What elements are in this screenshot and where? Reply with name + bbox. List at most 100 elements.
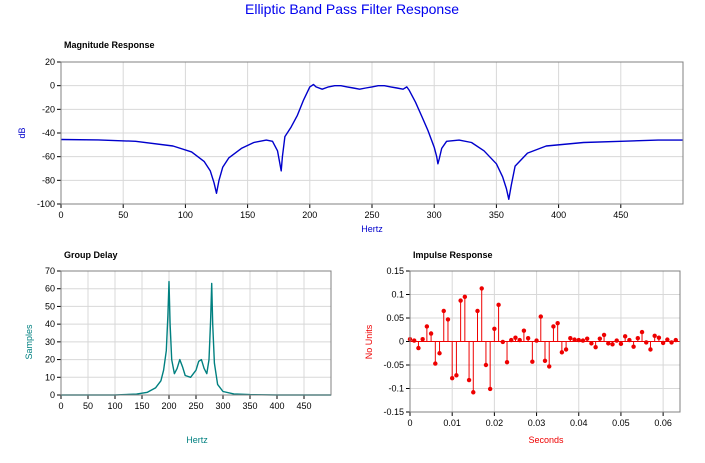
group-delay-title: Group Delay xyxy=(64,250,118,260)
impulse-xtick-label-3: 0.03 xyxy=(528,418,546,428)
impulse-xtick-label-4: 0.04 xyxy=(570,418,588,428)
magnitude-series-line xyxy=(60,83,683,200)
impulse-marker-15 xyxy=(471,390,476,395)
impulse-marker-23 xyxy=(504,359,510,365)
group-delay-panel: Group Delay Hertz Samples 0 50 100 150 200 25… xyxy=(24,250,332,445)
magnitude-response-panel: Magnitude Response Hertz dB 0 50 100 150 200… xyxy=(17,40,684,234)
impulse-marker-33 xyxy=(547,364,552,369)
impulse-marker-6 xyxy=(433,361,438,366)
impulse-marker-40 xyxy=(576,337,581,343)
impulse-marker-32 xyxy=(542,358,548,363)
group_delay-xtick-label-2: 100 xyxy=(107,401,122,411)
impulse-xtick-label-1: 0.01 xyxy=(443,418,461,428)
impulse-marker-46 xyxy=(601,332,607,338)
impulse-marker-21 xyxy=(496,302,501,308)
group_delay-xtick-label-3: 150 xyxy=(134,401,149,411)
group_delay-xtick-label-0: 0 xyxy=(58,401,63,411)
impulse-marker-61 xyxy=(665,337,670,342)
magnitude-ylabel: dB xyxy=(17,127,27,138)
impulse-marker-27 xyxy=(521,328,527,333)
impulse-marker-62 xyxy=(669,340,674,345)
impulse-title: Impulse Response xyxy=(413,250,493,260)
magnitude-xtick-label-5: 250 xyxy=(364,210,379,220)
impulse-marker-49 xyxy=(614,338,619,343)
magnitude-ytick-label-1: 0 xyxy=(50,81,55,91)
magnitude-ytick-label-6: -100 xyxy=(37,199,55,209)
impulse-marker-11 xyxy=(454,373,459,378)
impulse-ylabel: No Units xyxy=(364,324,374,359)
group_delay-ytick-label-5: 20 xyxy=(45,355,55,365)
impulse-marker-36 xyxy=(559,350,565,355)
impulse-xtick-label-5: 0.05 xyxy=(612,418,630,428)
group_delay-series-line xyxy=(61,280,331,396)
impulse-xtick-label-6: 0.06 xyxy=(654,418,672,428)
magnitude-frame xyxy=(60,61,684,205)
impulse-marker-25 xyxy=(513,335,518,340)
impulse-marker-60 xyxy=(660,340,666,346)
magnitude-xtick-label-2: 100 xyxy=(178,210,193,220)
group-delay-ylabel: Samples xyxy=(24,324,34,360)
group_delay-ytick-label-3: 40 xyxy=(45,319,55,329)
impulse-marker-50 xyxy=(618,341,624,347)
impulse-marker-54 xyxy=(635,336,641,341)
magnitude-ytick-label-5: -80 xyxy=(42,175,55,185)
impulse-marker-52 xyxy=(627,337,632,343)
impulse-marker-35 xyxy=(555,320,560,326)
impulse-marker-26 xyxy=(517,337,522,343)
impulse-xtick-label-0: 0 xyxy=(407,418,412,428)
magnitude-xtick-label-7: 350 xyxy=(489,210,504,220)
impulse-marker-56 xyxy=(644,340,649,345)
impulse-marker-29 xyxy=(530,359,535,364)
magnitude-xtick-label-4: 200 xyxy=(302,210,317,220)
impulse-marker-17 xyxy=(479,286,484,291)
impulse-marker-19 xyxy=(487,386,493,392)
impulse-marker-9 xyxy=(445,317,451,322)
magnitude-title: Magnitude Response xyxy=(64,40,155,50)
impulse-marker-41 xyxy=(580,338,586,343)
impulse-marker-47 xyxy=(606,341,611,346)
magnitude-xlabel: Hertz xyxy=(361,224,383,234)
impulse-marker-59 xyxy=(656,335,662,340)
impulse-marker-7 xyxy=(437,351,442,356)
magnitude-ytick-label-3: -40 xyxy=(42,128,55,138)
impulse-xlabel: Seconds xyxy=(528,435,564,445)
impulse-ytick-label-3: 0 xyxy=(399,337,404,347)
impulse-ytick-label-4: -0.05 xyxy=(383,360,404,370)
impulse-marker-3 xyxy=(420,336,425,342)
group_delay-ytick-label-1: 60 xyxy=(45,284,55,294)
group_delay-ytick-label-7: 0 xyxy=(50,390,55,400)
impulse-ytick-label-0: 0.15 xyxy=(386,266,404,276)
impulse-marker-24 xyxy=(509,337,514,343)
impulse-marker-5 xyxy=(428,331,434,336)
impulse-marker-58 xyxy=(652,333,657,339)
group_delay-frame xyxy=(60,270,332,396)
impulse-marker-10 xyxy=(449,375,455,381)
impulse-marker-22 xyxy=(500,339,506,345)
magnitude-xtick-label-9: 450 xyxy=(613,210,628,220)
impulse-marker-16 xyxy=(475,308,480,314)
impulse-marker-20 xyxy=(492,326,497,332)
impulse-marker-37 xyxy=(563,347,569,352)
impulse-marker-2 xyxy=(416,345,421,351)
impulse-marker-30 xyxy=(534,338,539,343)
magnitude-xtick-label-3: 150 xyxy=(240,210,255,220)
group_delay-xtick-label-9: 450 xyxy=(296,401,311,411)
impulse-marker-44 xyxy=(593,344,598,350)
impulse-ytick-label-5: -0.1 xyxy=(388,384,404,394)
magnitude-xtick-label-6: 300 xyxy=(427,210,442,220)
group_delay-ytick-label-4: 30 xyxy=(45,337,55,347)
impulse-marker-39 xyxy=(572,337,577,342)
group_delay-xtick-label-4: 200 xyxy=(161,401,176,411)
impulse-marker-42 xyxy=(584,336,590,341)
magnitude-ytick-label-0: 20 xyxy=(45,57,55,67)
impulse-marker-4 xyxy=(424,324,430,329)
group-delay-xlabel: Hertz xyxy=(186,435,208,445)
group_delay-ytick-label-2: 50 xyxy=(45,301,55,311)
impulse-frame xyxy=(409,270,681,413)
magnitude-xtick-label-1: 50 xyxy=(118,210,128,220)
impulse-response-panel: Impulse Response Seconds No Units 0 0.01 0… xyxy=(364,250,681,445)
impulse-marker-14 xyxy=(466,377,472,383)
impulse-marker-13 xyxy=(462,294,468,300)
impulse-marker-18 xyxy=(483,362,489,368)
